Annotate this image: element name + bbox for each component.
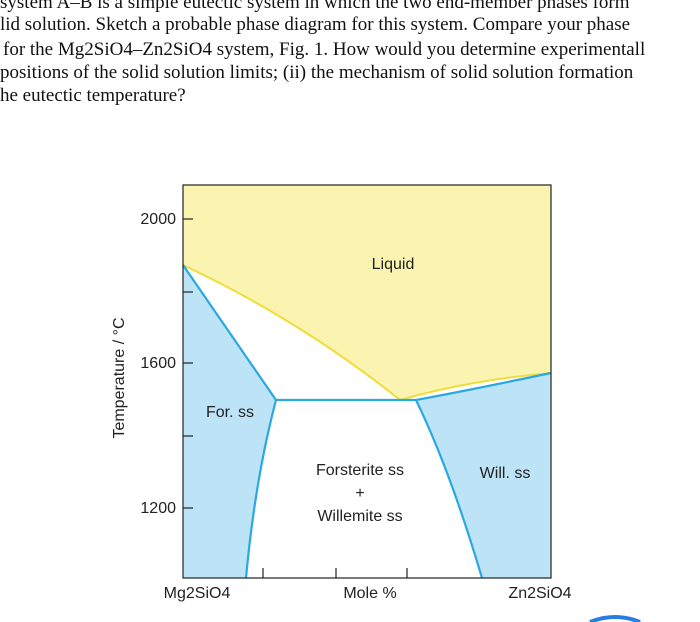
ticks: [183, 218, 408, 578]
question-line: positions of the solid solution limits; …: [0, 62, 634, 83]
x-label: Mole %: [343, 585, 396, 602]
willemite-region: [416, 373, 551, 578]
question-line: lid solution. Sketch a probable phase di…: [0, 14, 631, 35]
region-label: Willemite ss: [317, 508, 402, 525]
forsterite-region: [183, 265, 276, 578]
y-axis-label: Temperature / °C: [111, 317, 128, 438]
solidus: [182, 264, 552, 579]
region-label: Forsterite ss: [316, 462, 404, 479]
y-tick-label: 1600: [140, 355, 176, 372]
region-label: Will. ss: [480, 465, 531, 482]
plot-frame: [182, 184, 552, 579]
question-line: system A–B is a simple eutectic system i…: [0, 0, 630, 13]
decoration: [589, 615, 641, 622]
x-label: Mg2SiO4: [164, 585, 231, 602]
region-label: +: [355, 485, 364, 502]
question-line: for the Mg2SiO4–Zn2SiO4 system, Fig. 1. …: [3, 39, 646, 60]
x-label: Zn2SiO4: [508, 585, 571, 602]
liquidus: [182, 264, 552, 402]
y-tick-label: 1200: [140, 500, 176, 517]
y-tick-label: 2000: [140, 211, 176, 228]
question-line: he eutectic temperature?: [0, 85, 186, 106]
region-label: For. ss: [206, 404, 254, 421]
liquid-region: [183, 185, 551, 400]
region-label: Liquid: [372, 256, 415, 273]
